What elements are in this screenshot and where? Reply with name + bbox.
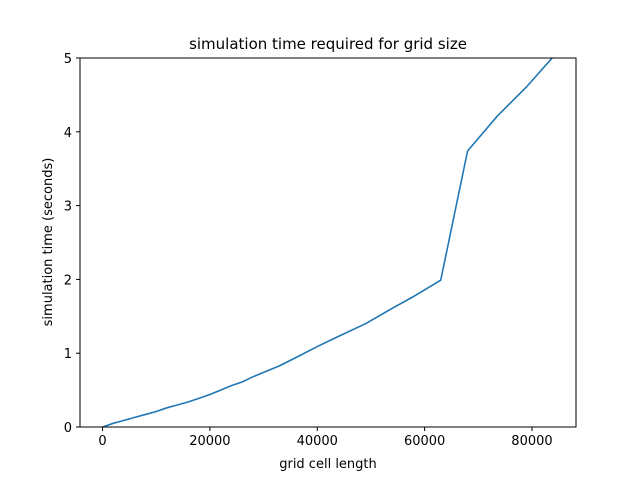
series-line-0 xyxy=(102,58,554,427)
y-axis: 0 1 2 3 4 5 xyxy=(64,52,80,436)
plot-area xyxy=(79,57,577,428)
x-tick-label: 0 xyxy=(98,434,106,449)
y-tick-label: 5 xyxy=(64,52,72,67)
x-tick-label: 20000 xyxy=(189,434,230,449)
x-tick-label: 40000 xyxy=(297,434,338,449)
y-axis-label: simulation time (seconds) xyxy=(41,158,56,327)
y-tick-label: 0 xyxy=(64,421,72,436)
y-tick-label: 4 xyxy=(64,126,72,141)
x-tick-label: 80000 xyxy=(511,434,552,449)
x-tick-label: 60000 xyxy=(404,434,445,449)
y-tick-label: 3 xyxy=(64,200,72,215)
chart-title: simulation time required for grid size xyxy=(189,35,467,53)
y-tick-label: 1 xyxy=(64,347,72,362)
y-tick-label: 2 xyxy=(64,273,72,288)
plot-frame xyxy=(79,57,577,428)
x-axis-label: grid cell length xyxy=(279,457,377,472)
x-axis: 0 20000 40000 60000 80000 xyxy=(98,427,553,449)
